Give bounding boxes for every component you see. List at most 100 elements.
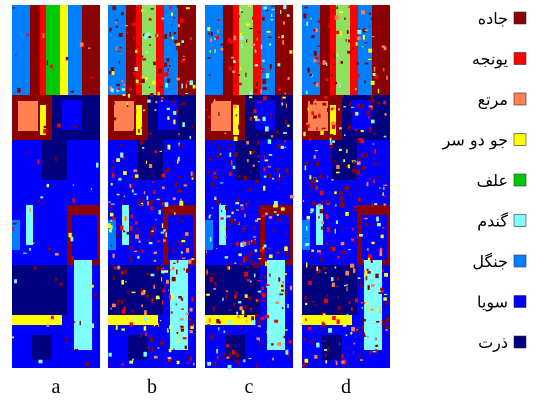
map-region: [228, 309, 231, 311]
map-region: [334, 160, 335, 162]
map-region: [169, 209, 172, 214]
map-region: [162, 186, 165, 189]
map-region: [339, 11, 343, 13]
map-region: [244, 176, 247, 181]
map-region: [363, 333, 365, 337]
map-region: [332, 140, 335, 143]
map-region: [322, 201, 324, 203]
map-region: [357, 74, 361, 77]
map-region: [321, 226, 323, 229]
map-region: [356, 42, 358, 46]
map-region: [94, 293, 97, 296]
map-region: [250, 284, 254, 285]
map-region: [252, 240, 256, 245]
map-region: [171, 315, 175, 318]
map-region: [129, 361, 133, 364]
map-region: [310, 138, 312, 141]
map-region: [262, 60, 264, 62]
map-region: [150, 337, 153, 341]
map-region: [225, 133, 227, 134]
map-region: [145, 52, 148, 53]
map-region: [303, 132, 305, 136]
map-region: [371, 120, 375, 124]
map-region: [138, 129, 140, 133]
map-region: [307, 68, 310, 73]
map-region: [281, 97, 282, 101]
map-region: [191, 171, 193, 175]
map-region: [255, 181, 256, 186]
map-region: [343, 106, 345, 107]
legend-label: مرتع: [478, 90, 508, 110]
map-region: [290, 286, 292, 290]
map-region: [173, 348, 174, 350]
map-region: [26, 205, 33, 245]
map-region: [140, 56, 144, 58]
map-region: [154, 252, 157, 254]
map-region: [172, 277, 176, 281]
map-region: [167, 247, 169, 251]
map-region: [332, 283, 335, 287]
map-region: [274, 211, 277, 212]
map-region: [242, 310, 245, 314]
classification-map: [302, 5, 390, 368]
map-region: [161, 267, 164, 270]
map-region: [308, 124, 310, 128]
map-region: [325, 78, 329, 81]
map-region: [322, 335, 342, 360]
map-region: [284, 140, 286, 143]
map-region: [161, 100, 163, 102]
map-region: [357, 161, 361, 165]
map-region: [362, 319, 366, 322]
map-region: [335, 229, 336, 234]
map-region: [220, 48, 223, 51]
map-region: [229, 152, 231, 157]
map-region: [372, 99, 375, 103]
map-region: [228, 149, 231, 150]
map-region: [316, 271, 318, 274]
map-region: [271, 14, 272, 17]
map-region: [149, 44, 150, 46]
map-region: [42, 140, 67, 180]
map-region: [364, 329, 367, 333]
map-region: [370, 334, 372, 335]
map-region: [334, 191, 337, 194]
map-region: [344, 134, 345, 136]
map-region: [275, 12, 279, 15]
map-region: [362, 46, 363, 47]
map-region: [275, 5, 293, 95]
map-region: [160, 7, 162, 11]
map-region: [358, 151, 360, 152]
map-region: [165, 270, 168, 273]
map-region: [247, 206, 248, 207]
map-region: [110, 220, 112, 222]
map-region: [250, 151, 252, 154]
map-region: [149, 164, 152, 168]
map-region: [282, 282, 284, 284]
map-region: [233, 105, 239, 135]
map-region: [33, 267, 37, 270]
map-region: [223, 331, 225, 333]
map-region: [306, 243, 310, 246]
map-region: [262, 300, 265, 301]
map-region: [375, 345, 378, 347]
map-region: [186, 80, 188, 83]
map-region: [12, 140, 42, 205]
map-region: [313, 178, 316, 182]
map-region: [176, 303, 177, 305]
map-region: [309, 161, 311, 163]
map-region: [136, 228, 139, 229]
map-region: [317, 63, 320, 65]
map-region: [117, 194, 120, 195]
map-region: [312, 202, 315, 206]
map-region: [335, 82, 337, 84]
map-region: [377, 223, 381, 226]
legend-swatch: [514, 93, 526, 105]
map-region: [237, 15, 240, 17]
map-region: [280, 10, 281, 14]
map-region: [108, 223, 111, 228]
map-region: [263, 186, 265, 191]
map-region: [210, 335, 213, 340]
map-region: [245, 305, 247, 309]
map-region: [226, 333, 227, 335]
map-region: [232, 212, 234, 214]
